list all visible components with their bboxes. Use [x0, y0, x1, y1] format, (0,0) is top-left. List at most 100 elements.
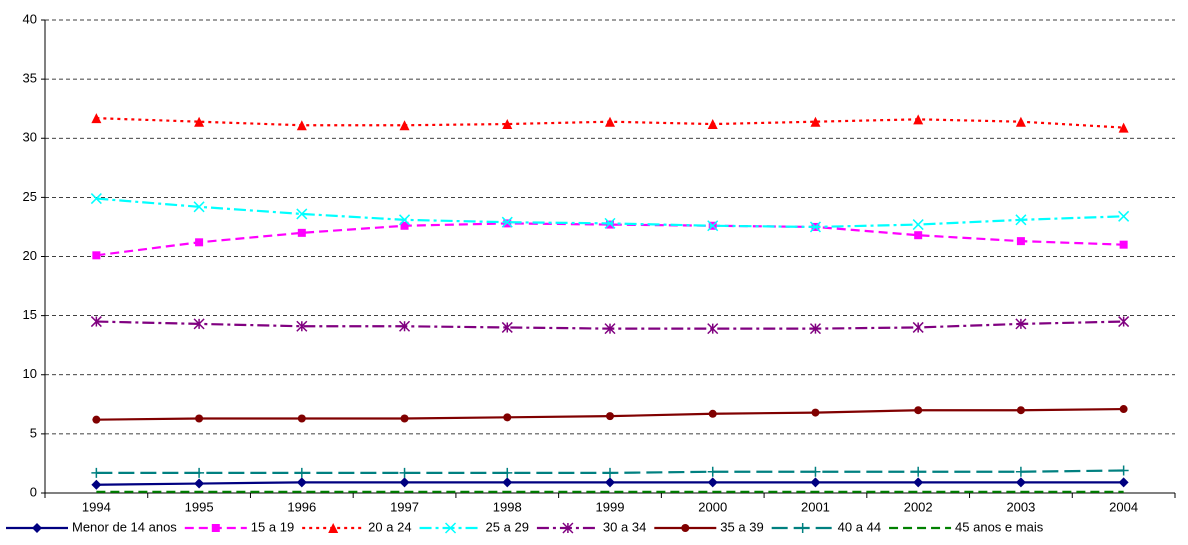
data-point: [605, 477, 615, 488]
data-point: [1119, 240, 1128, 249]
data-point: [501, 321, 513, 333]
data-point: [707, 477, 718, 488]
data-point: [810, 116, 821, 127]
data-point: [195, 238, 204, 247]
legend-marker: [211, 524, 220, 532]
y-tick-label: 10: [23, 366, 37, 381]
x-tick-label: 2003: [1006, 499, 1035, 514]
data-point: [400, 414, 409, 423]
data-point: [194, 478, 205, 489]
data-point: [1016, 237, 1025, 246]
data-point: [1118, 122, 1129, 133]
legend-label: 45 anos e mais: [955, 519, 1044, 534]
y-tick-label: 35: [23, 71, 37, 86]
legend-marker: [328, 523, 339, 533]
data-point: [604, 217, 616, 229]
data-point: [914, 231, 923, 240]
data-point: [502, 477, 513, 488]
legend-label: 40 a 44: [838, 519, 881, 534]
data-point: [1119, 405, 1128, 414]
x-tick-label: 1997: [390, 499, 419, 514]
data-point: [297, 414, 306, 423]
legend-label: 30 a 34: [603, 519, 646, 534]
data-point: [91, 113, 102, 124]
data-point: [195, 414, 204, 423]
data-point: [809, 323, 821, 335]
data-point: [92, 415, 101, 424]
data-point: [811, 408, 820, 417]
data-point: [1118, 316, 1130, 328]
y-tick-label: 25: [23, 189, 37, 204]
data-point: [90, 193, 102, 205]
data-point: [1015, 466, 1026, 477]
data-point: [399, 214, 411, 226]
data-point: [400, 221, 409, 230]
data-point: [1118, 210, 1130, 222]
x-tick-label: 2002: [904, 499, 933, 514]
data-point: [501, 216, 513, 228]
legend-label: 20 a 24: [368, 519, 411, 534]
y-tick-label: 15: [23, 307, 37, 322]
data-point: [913, 114, 924, 125]
data-point: [1118, 465, 1129, 476]
data-point: [91, 479, 102, 490]
data-point: [605, 467, 615, 478]
data-point: [708, 409, 717, 418]
data-point: [707, 220, 719, 232]
data-point: [399, 477, 410, 488]
legend-label: 25 a 29: [486, 519, 529, 534]
data-point: [707, 323, 719, 335]
x-tick-label: 2001: [801, 499, 830, 514]
data-point: [1016, 406, 1025, 415]
data-point: [707, 466, 718, 477]
data-point: [913, 466, 924, 477]
data-point: [605, 116, 615, 127]
data-point: [606, 412, 614, 421]
legend-marker: [32, 523, 42, 533]
data-point: [297, 228, 306, 237]
data-point: [194, 467, 205, 478]
legend-marker: [445, 522, 457, 534]
data-point: [502, 119, 513, 130]
data-point: [296, 467, 307, 478]
data-point: [193, 201, 205, 213]
data-point: [91, 467, 102, 478]
data-point: [193, 318, 205, 330]
data-point: [503, 413, 512, 422]
y-tick-label: 0: [30, 484, 37, 499]
legend-label: 15 a 19: [251, 519, 294, 534]
data-point: [296, 477, 307, 488]
data-point: [912, 219, 924, 231]
series-line: [96, 222, 1124, 257]
legend-label: Menor de 14 anos: [72, 519, 177, 534]
data-point: [399, 120, 410, 131]
data-point: [810, 477, 821, 488]
data-point: [296, 320, 308, 332]
data-point: [92, 251, 101, 260]
data-point: [503, 219, 512, 228]
legend-marker: [681, 524, 690, 532]
data-point: [914, 406, 923, 415]
legend-marker: [797, 523, 808, 533]
data-point: [90, 316, 102, 328]
x-tick-label: 1998: [493, 499, 522, 514]
data-point: [707, 119, 718, 130]
y-tick-label: 20: [23, 248, 37, 263]
data-point: [1015, 318, 1027, 330]
x-tick-label: 2000: [698, 499, 727, 514]
y-tick-label: 30: [23, 130, 37, 145]
data-point: [1118, 477, 1129, 488]
x-tick-label: 1994: [82, 499, 111, 514]
data-point: [502, 467, 513, 478]
data-point: [912, 321, 924, 333]
x-tick-label: 1999: [596, 499, 625, 514]
legend-marker: [562, 522, 574, 534]
y-tick-label: 40: [23, 11, 37, 26]
data-point: [399, 467, 410, 478]
x-tick-label: 2004: [1109, 499, 1138, 514]
data-point: [1015, 116, 1026, 127]
data-point: [296, 120, 307, 131]
data-point: [296, 208, 308, 220]
x-tick-label: 1995: [185, 499, 214, 514]
